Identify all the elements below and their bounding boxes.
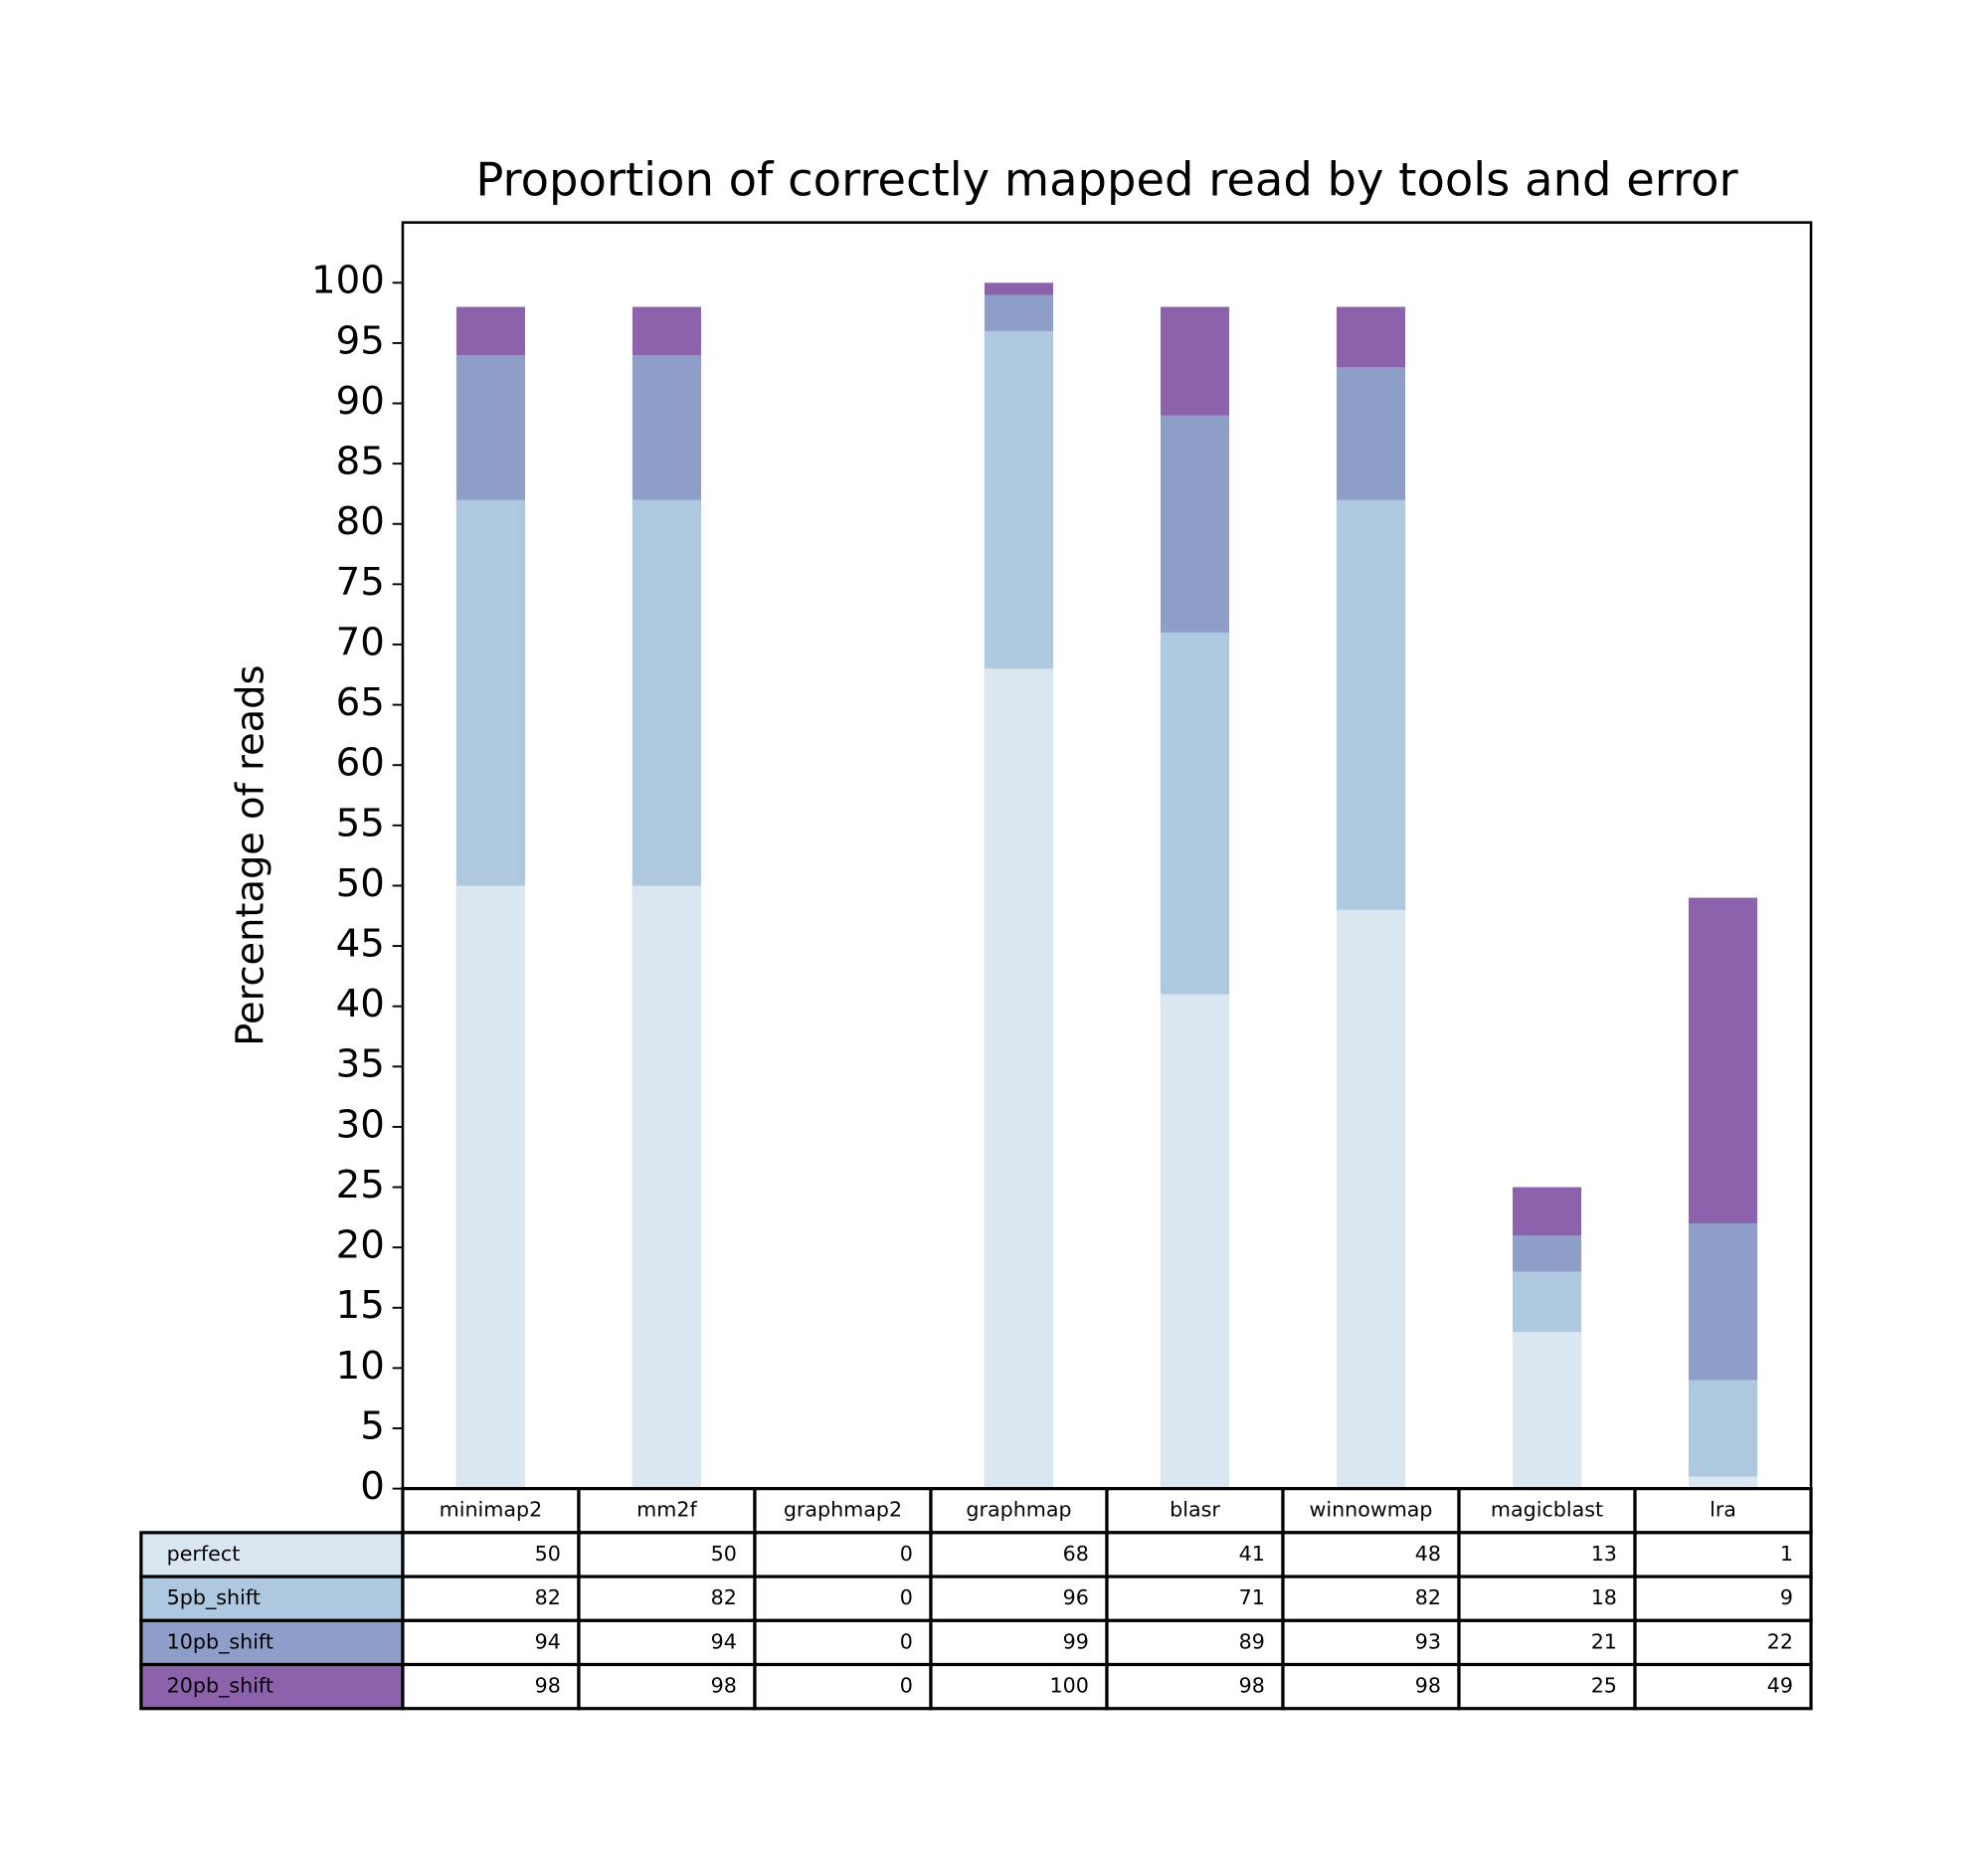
y-tick-label: 80	[336, 499, 385, 544]
table-cell	[401, 1662, 581, 1711]
table-column-label: graphmap	[966, 1498, 1071, 1522]
table-value: 0	[900, 1629, 913, 1653]
bar	[632, 885, 701, 1489]
table-column-label: minimap2	[440, 1498, 543, 1522]
table-value: 98	[1239, 1674, 1265, 1698]
table-value: 99	[1063, 1629, 1089, 1653]
y-tick-label: 40	[336, 982, 385, 1026]
table-value: 94	[711, 1629, 737, 1653]
table-value: 9	[1780, 1585, 1793, 1609]
y-tick-label: 20	[336, 1223, 385, 1268]
table-value: 82	[535, 1585, 561, 1609]
y-tick-label: 15	[336, 1283, 385, 1328]
y-axis-label: Percentage of reads	[228, 665, 272, 1046]
table-value: 93	[1415, 1629, 1441, 1653]
table-cell	[929, 1575, 1109, 1622]
y-tick-label: 35	[336, 1042, 385, 1087]
bar	[1336, 909, 1406, 1489]
table-header-cell	[577, 1487, 757, 1535]
table-row-label: 10pb_shift	[167, 1629, 273, 1654]
table-value: 1	[1780, 1542, 1793, 1566]
table-cell	[929, 1618, 1109, 1667]
bar	[1689, 1380, 1758, 1489]
table-value: 49	[1767, 1674, 1793, 1698]
table-value: 82	[1415, 1585, 1441, 1609]
table-value: 100	[1050, 1674, 1089, 1698]
table-cell	[1281, 1575, 1461, 1622]
table-value: 13	[1591, 1542, 1617, 1566]
table-value: 98	[535, 1674, 561, 1698]
table-column-label: magicblast	[1491, 1498, 1603, 1522]
table-cell	[1633, 1662, 1813, 1711]
table-value: 0	[900, 1585, 913, 1609]
table-header-cell	[1633, 1487, 1813, 1535]
table-column-label: blasr	[1170, 1498, 1220, 1522]
bar	[455, 885, 525, 1489]
y-tick-label: 5	[360, 1404, 385, 1449]
table-value: 71	[1239, 1585, 1265, 1609]
y-tick-label: 30	[336, 1103, 385, 1148]
table-value: 0	[900, 1674, 913, 1698]
table-value: 98	[711, 1674, 737, 1698]
table-header-cell	[1457, 1487, 1637, 1535]
y-tick-label: 70	[336, 621, 385, 665]
table-row-label: 5pb_shift	[167, 1585, 261, 1610]
table-value: 82	[711, 1585, 737, 1609]
y-tick-label: 10	[336, 1344, 385, 1389]
table-cell	[577, 1618, 757, 1667]
bar	[1512, 1332, 1582, 1489]
table-value: 41	[1239, 1542, 1265, 1566]
table-header-cell	[1281, 1487, 1461, 1535]
y-tick-label: 0	[360, 1464, 385, 1509]
y-tick-label: 95	[336, 319, 385, 364]
table-value: 96	[1063, 1585, 1089, 1609]
table-value: 21	[1591, 1629, 1617, 1653]
table-cell	[753, 1662, 933, 1711]
table-value: 18	[1591, 1585, 1617, 1609]
table-value: 98	[1415, 1674, 1441, 1698]
table-value: 48	[1415, 1542, 1441, 1566]
table-cell	[577, 1575, 757, 1622]
y-tick-label: 50	[336, 861, 385, 906]
table-cell	[1457, 1575, 1637, 1622]
table-column-label: lra	[1710, 1498, 1736, 1522]
y-tick-label: 90	[336, 379, 385, 424]
table-value: 22	[1767, 1629, 1793, 1653]
table-column-label: graphmap2	[784, 1498, 902, 1522]
y-tick-label: 45	[336, 922, 385, 967]
table-value: 89	[1239, 1629, 1265, 1653]
table-row-label: perfect	[167, 1542, 241, 1566]
bar	[1160, 994, 1230, 1489]
y-tick-label: 65	[336, 680, 385, 725]
table-cell	[1633, 1575, 1813, 1622]
chart-title: Proportion of correctly mapped read by t…	[475, 153, 1737, 207]
y-tick-label: 75	[336, 560, 385, 605]
y-tick-label: 100	[311, 259, 385, 303]
table-column-label: mm2f	[636, 1498, 697, 1522]
y-tick-label: 60	[336, 741, 385, 786]
table-column-label: winnowmap	[1309, 1498, 1432, 1522]
table-cell	[577, 1662, 757, 1711]
table-row-header	[139, 1662, 405, 1711]
table-value: 94	[535, 1629, 561, 1653]
table-value: 50	[711, 1542, 737, 1566]
bar	[984, 668, 1054, 1489]
y-tick-label: 55	[336, 801, 385, 845]
table-value: 0	[900, 1542, 913, 1566]
table-cell	[929, 1662, 1109, 1711]
table-cell	[1105, 1662, 1285, 1711]
table-cell	[1281, 1662, 1461, 1711]
table-row-label: 20pb_shift	[167, 1674, 273, 1699]
table-cell	[1633, 1618, 1813, 1667]
table-value: 50	[535, 1542, 561, 1566]
table-cell	[1633, 1531, 1813, 1578]
table-value: 68	[1063, 1542, 1089, 1566]
table-value: 25	[1591, 1674, 1617, 1698]
y-tick-label: 25	[336, 1163, 385, 1207]
bar	[1689, 1476, 1758, 1489]
y-tick-label: 85	[336, 440, 385, 484]
table-header-cell	[1105, 1487, 1285, 1535]
table-header-cell	[929, 1487, 1109, 1535]
